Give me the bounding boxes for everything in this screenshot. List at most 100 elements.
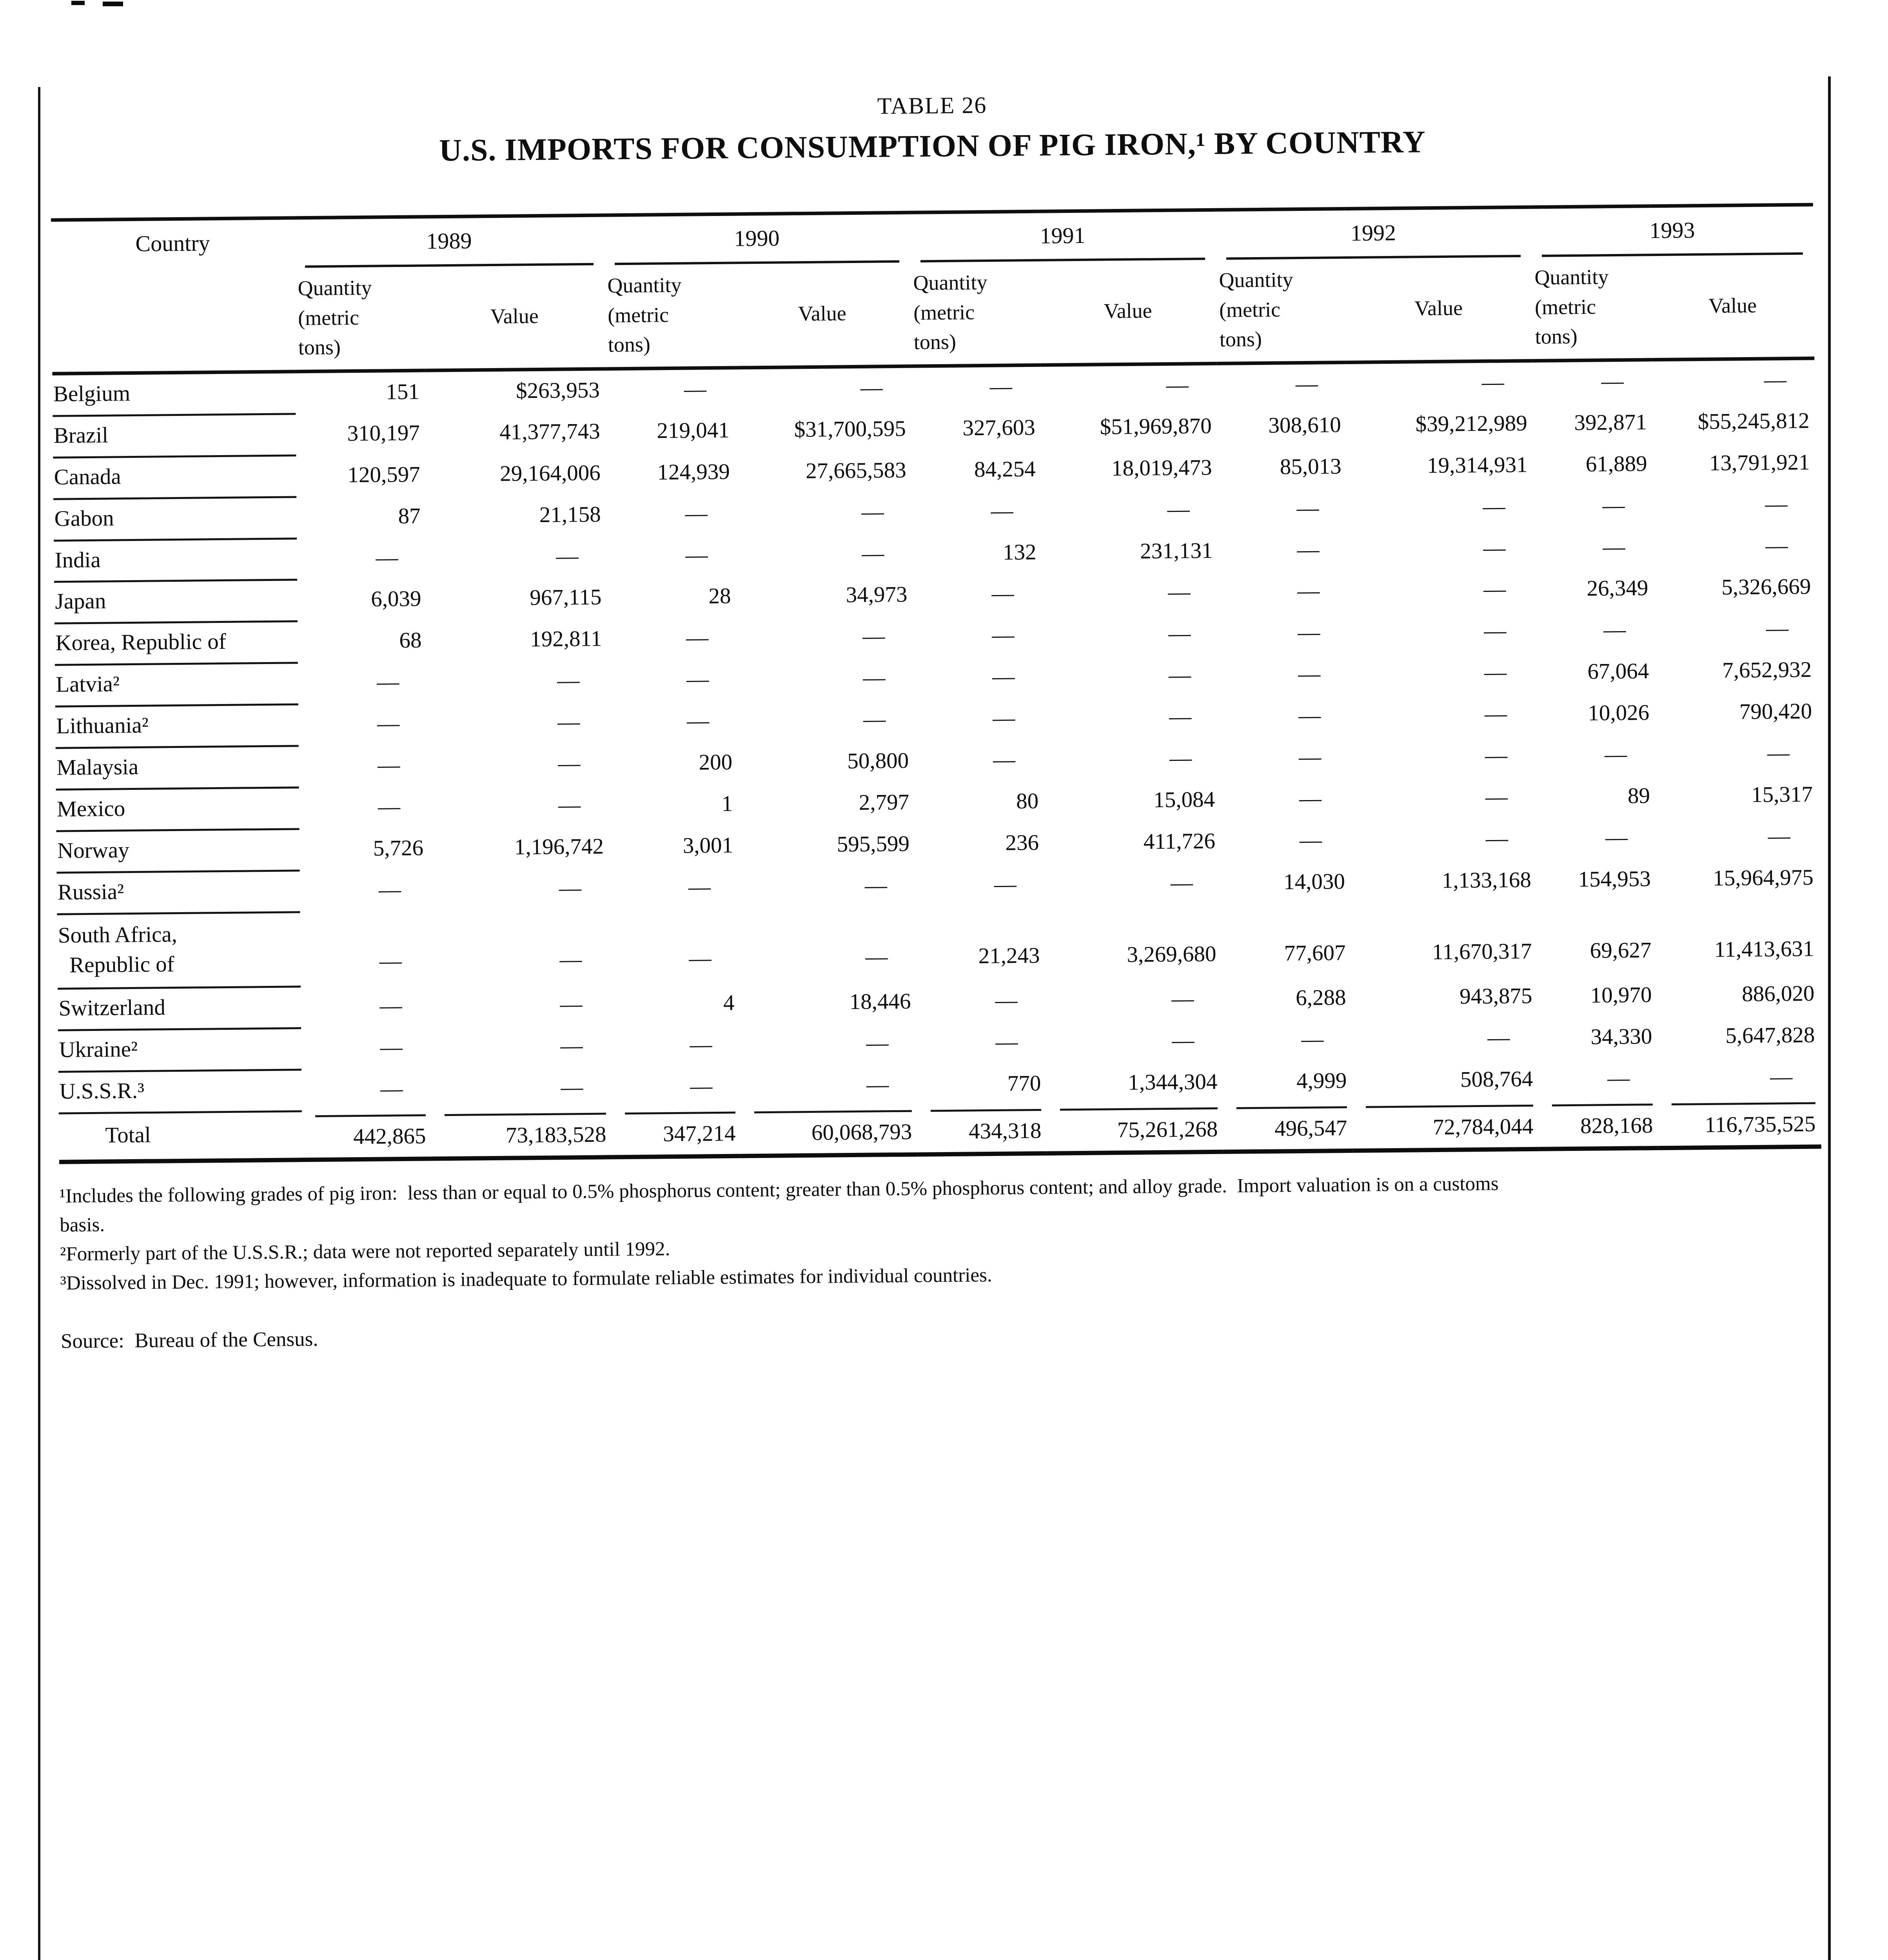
data-cell: —	[560, 1033, 583, 1058]
data-cell: —	[688, 875, 711, 900]
country-cell: U.S.S.R.³	[58, 1069, 302, 1113]
data-cell: 87	[398, 503, 421, 528]
data-cell: 15,964,975	[1713, 865, 1814, 891]
data-cell: 508,764	[1460, 1066, 1533, 1092]
data-cell: 192,811	[530, 626, 602, 652]
total-value: 434,318	[930, 1109, 1042, 1144]
data-cell: 6,288	[1295, 985, 1346, 1011]
data-cell: —	[380, 1076, 403, 1102]
data-cell: —	[380, 1034, 403, 1060]
data-cell: 15,084	[1153, 787, 1215, 813]
data-cell: —	[559, 947, 582, 973]
data-cell: —	[1481, 370, 1505, 395]
data-cell: 10,970	[1590, 982, 1652, 1008]
data-cell: 308,610	[1268, 412, 1341, 438]
data-cell: —	[1169, 704, 1192, 730]
data-cell: —	[1485, 743, 1508, 768]
data-cell: —	[690, 1032, 712, 1057]
data-cell: —	[1168, 579, 1191, 605]
country-cell: Korea, Republic of	[54, 621, 298, 665]
data-cell: 3,269,680	[1127, 942, 1216, 967]
data-cell: —	[558, 793, 581, 818]
total-cell: 828,168	[1538, 1099, 1659, 1149]
country-cell: South Africa, Republic of	[57, 912, 301, 989]
data-cell: —	[1485, 784, 1508, 810]
scan-artifact	[103, 2, 123, 6]
total-cell: 442,865	[301, 1110, 432, 1160]
data-cell: —	[1171, 986, 1194, 1011]
total-cell: 434,318	[917, 1104, 1047, 1154]
data-cell: —	[557, 668, 580, 693]
data-cell: —	[995, 988, 1018, 1013]
data-cell: —	[1605, 825, 1628, 850]
data-cell: —	[992, 664, 1015, 690]
data-cell: 19,314,931	[1427, 452, 1528, 478]
country-cell: Latvia²	[54, 663, 298, 707]
total-value: 442,865	[315, 1114, 426, 1150]
data-cell: 151	[386, 379, 420, 405]
data-cell: 89	[1627, 783, 1650, 808]
data-cell: —	[1603, 534, 1625, 559]
data-cell: 1,196,742	[514, 834, 604, 860]
data-cell: —	[1299, 786, 1322, 811]
data-cell: 310,197	[347, 420, 420, 446]
value-header: Value	[1345, 257, 1532, 363]
data-cell: $31,700,595	[794, 416, 906, 442]
data-cell: —	[1484, 701, 1507, 727]
data-cell: —	[1298, 703, 1321, 728]
country-cell: Lithuania²	[55, 704, 299, 748]
data-cell: —	[1172, 1028, 1195, 1053]
data-cell: —	[1297, 579, 1320, 604]
quantity-header: Quantity (metric tons)	[294, 267, 425, 372]
data-cell: 41,377,743	[499, 419, 601, 445]
data-cell: —	[1170, 870, 1193, 895]
data-cell: —	[378, 877, 401, 902]
data-cell: —	[685, 501, 708, 526]
year-header-1992: 1992	[1215, 207, 1531, 260]
data-cell: 6,039	[370, 586, 421, 612]
data-cell: —	[686, 625, 709, 651]
year-header-1990: 1990	[603, 212, 910, 266]
data-cell: —	[991, 498, 1013, 523]
value-header: Value	[733, 263, 911, 368]
country-cell: Switzerland	[58, 986, 301, 1031]
data-cell: 219,041	[657, 417, 730, 443]
data-cell: —	[1770, 1064, 1793, 1089]
year-header-1993: 1993	[1530, 205, 1814, 258]
data-cell: —	[1483, 535, 1506, 561]
data-cell: —	[378, 794, 401, 819]
data-cell: —	[689, 946, 712, 971]
year-header-1991: 1991	[909, 210, 1216, 263]
country-cell: Canada	[53, 455, 297, 499]
data-cell: 61,889	[1585, 451, 1647, 477]
total-cell: 72,784,044	[1352, 1100, 1539, 1151]
data-cell: —	[1767, 740, 1790, 766]
total-cell: 116,735,525	[1658, 1098, 1821, 1148]
data-cell: —	[1484, 660, 1507, 685]
year-header-1989: 1989	[294, 215, 605, 269]
page-title: U.S. IMPORTS FOR CONSUMPTION OF PIG IRON…	[439, 125, 1426, 168]
data-cell: 68	[399, 628, 422, 653]
subheader-row: Quantity (metric tons) Value Quantity (m…	[51, 255, 1815, 374]
total-cell: 347,214	[611, 1107, 741, 1157]
data-cell: 27,665,583	[805, 457, 906, 483]
data-cell: 13,791,921	[1709, 450, 1810, 475]
country-cell: Japan	[54, 580, 298, 624]
data-cell: —	[557, 751, 581, 776]
data-cell: —	[556, 543, 579, 569]
data-cell: —	[1298, 744, 1322, 770]
country-cell: Ukraine²	[58, 1028, 301, 1072]
total-cell: 496,547	[1223, 1102, 1353, 1152]
data-cell: —	[377, 670, 399, 695]
data-cell: 10,026	[1588, 700, 1650, 726]
data-cell: —	[376, 545, 398, 570]
data-cell: 790,420	[1739, 699, 1812, 724]
data-cell: —	[862, 541, 884, 566]
country-cell: Malaysia	[55, 746, 299, 790]
data-cell: 5,726	[373, 835, 424, 861]
data-cell: —	[1765, 533, 1788, 558]
total-cell: 75,261,268	[1046, 1103, 1224, 1153]
data-cell: 132	[1002, 539, 1037, 565]
data-cell: —	[1484, 618, 1507, 644]
